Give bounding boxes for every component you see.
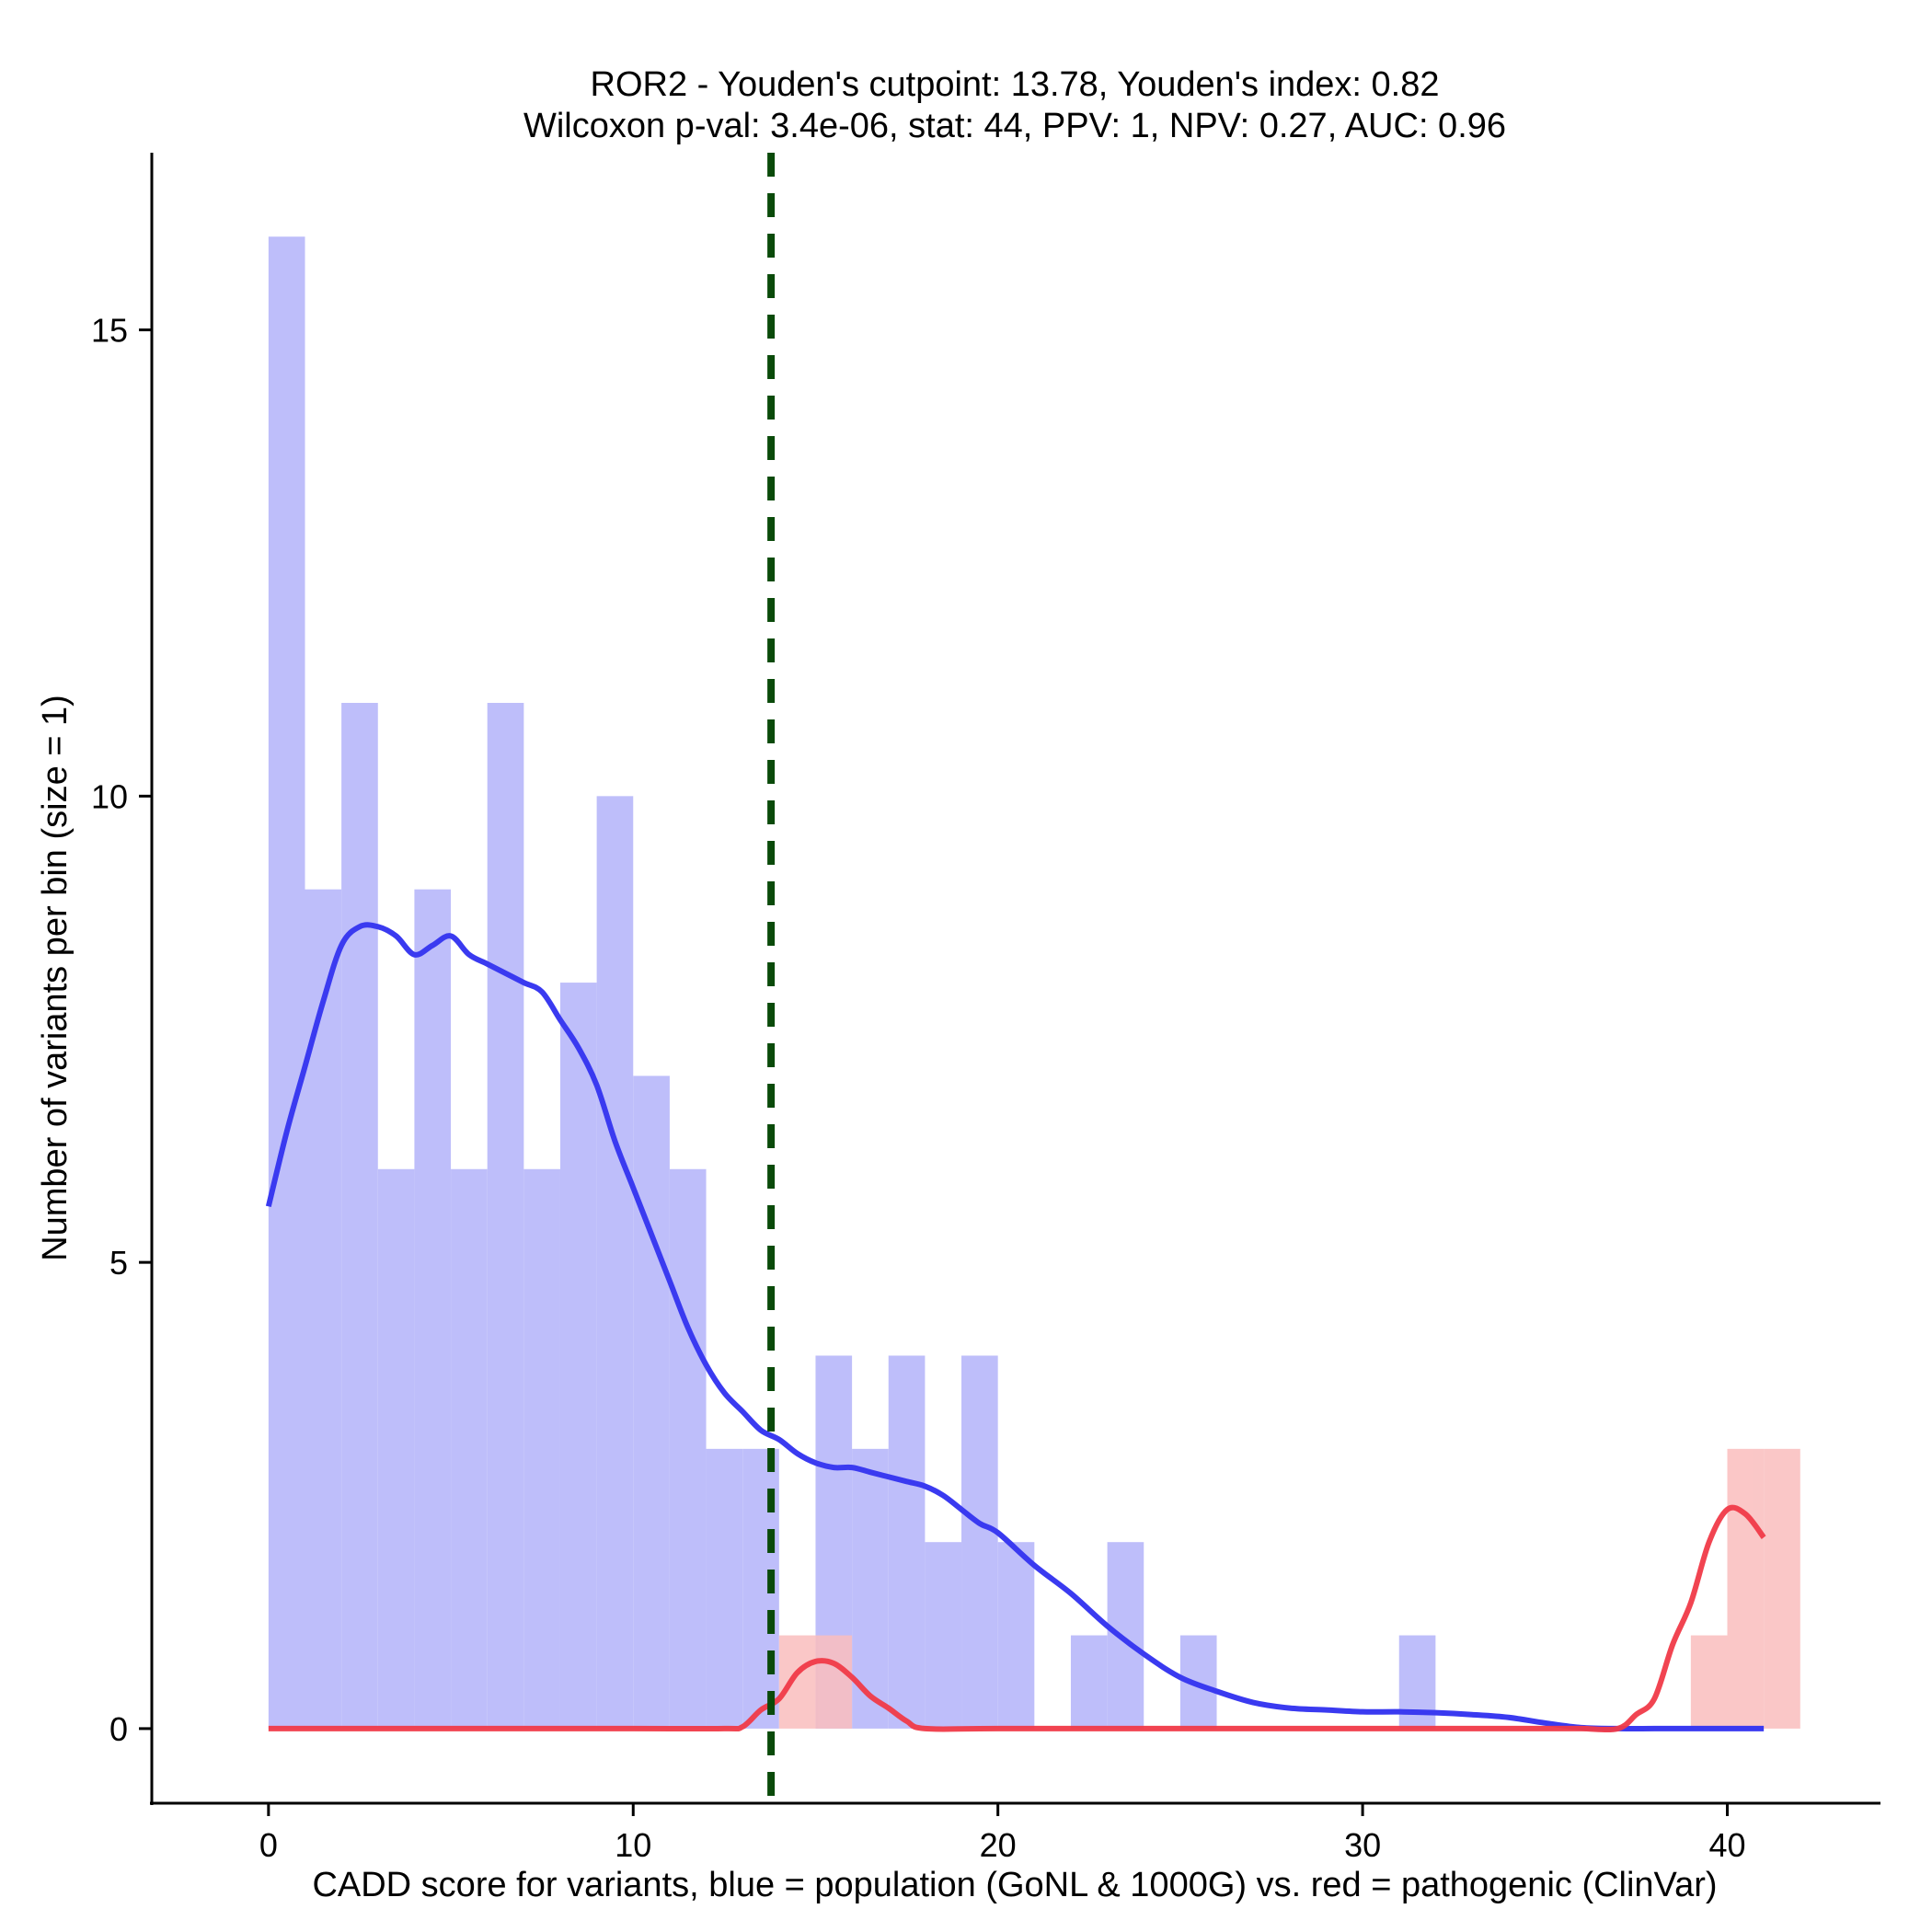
population-bar-20 bbox=[997, 1542, 1035, 1729]
population-bar-6 bbox=[487, 703, 524, 1729]
density-curves bbox=[265, 922, 1766, 1733]
population-bar-5 bbox=[451, 1168, 488, 1729]
population-bar-17 bbox=[888, 1355, 926, 1729]
x-axis-label: CADD score for variants, blue = populati… bbox=[312, 1866, 1717, 1904]
population-bar-23 bbox=[1107, 1542, 1144, 1729]
population-bar-19 bbox=[961, 1355, 998, 1729]
chart-title-line1: ROR2 - Youden's cutpoint: 13.78, Youden'… bbox=[591, 65, 1440, 104]
y-tick-label: 10 bbox=[91, 777, 128, 815]
pathogenic-density-curve bbox=[268, 1504, 1766, 1733]
pathogenic-bar-40 bbox=[1727, 1448, 1765, 1729]
population-bar-0 bbox=[268, 236, 305, 1729]
pathogenic-bar-41 bbox=[1764, 1448, 1800, 1729]
population-bar-22 bbox=[1070, 1635, 1108, 1729]
x-tick-label: 40 bbox=[1708, 1826, 1745, 1864]
pathogenic-bar-14 bbox=[778, 1635, 816, 1729]
population-bar-4 bbox=[414, 889, 452, 1729]
pathogenic-bar-39 bbox=[1690, 1635, 1728, 1729]
population-density-curve bbox=[265, 922, 1765, 1731]
population-bar-7 bbox=[523, 1168, 560, 1729]
x-tick-label: 30 bbox=[1344, 1826, 1381, 1864]
population-bar-12 bbox=[706, 1448, 743, 1729]
population-bar-18 bbox=[925, 1542, 962, 1729]
population-bar-11 bbox=[669, 1168, 707, 1729]
population-bar-1 bbox=[305, 889, 342, 1729]
population-bar-9 bbox=[596, 796, 634, 1729]
y-tick-label: 0 bbox=[109, 1710, 128, 1748]
pathogenic-bar-15 bbox=[815, 1635, 853, 1729]
chart-title-line2: Wilcoxon p-val: 3.4e-06, stat: 44, PPV: … bbox=[523, 107, 1506, 145]
x-tick-label: 20 bbox=[980, 1826, 1017, 1864]
population-bar-10 bbox=[633, 1075, 670, 1729]
x-axis-ticks: 0 10 20 30 40 bbox=[259, 1803, 1746, 1864]
y-tick-label: 5 bbox=[109, 1244, 128, 1282]
pathogenic-bars bbox=[778, 1448, 1800, 1729]
population-bar-8 bbox=[559, 983, 597, 1729]
y-axis-ticks: 0 5 10 15 bbox=[91, 312, 152, 1748]
x-tick-label: 10 bbox=[615, 1826, 651, 1864]
population-bar-2 bbox=[341, 703, 378, 1729]
y-tick-label: 15 bbox=[91, 312, 128, 350]
population-bar-3 bbox=[377, 1168, 415, 1729]
population-bars bbox=[268, 236, 1436, 1729]
y-axis-label: Number of variants per bin (size = 1) bbox=[36, 695, 75, 1261]
x-tick-label: 0 bbox=[259, 1826, 278, 1864]
